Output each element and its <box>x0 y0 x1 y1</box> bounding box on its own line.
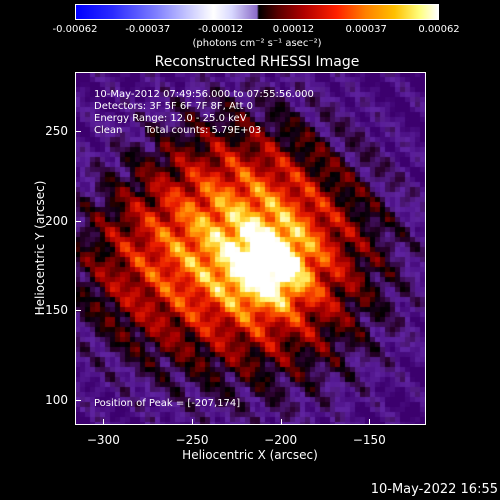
y-tick-label: 100 <box>45 392 68 407</box>
y-tick-label: 200 <box>45 213 68 228</box>
colorbar-tick-label: 0.00012 <box>272 24 315 35</box>
footer-timestamp: 10-May-2022 16:55 <box>370 482 498 497</box>
chart-title: Reconstructed RHESSI Image <box>154 54 360 70</box>
colorbar-tick-label: -0.00037 <box>125 24 171 35</box>
x-tick-label: −300 <box>86 433 120 447</box>
plot-frame <box>75 72 426 425</box>
y-tick-mark <box>75 131 81 133</box>
colorbar-tick-label: 0.00037 <box>345 24 387 35</box>
x-axis-label: Heliocentric X (arcsec) <box>182 448 318 462</box>
x-tick-label: −200 <box>264 433 298 447</box>
x-tick-mark <box>192 419 193 425</box>
y-tick-label: 250 <box>45 124 68 139</box>
y-tick-label: 150 <box>45 303 68 318</box>
y-tick-mark <box>75 310 81 312</box>
x-tick-mark <box>280 419 282 425</box>
colorbar-tick-label: 0.00062 <box>418 24 460 35</box>
x-tick-mark <box>103 419 105 425</box>
detectors-label: Detectors: 3F 5F 6F 7F 8F, Att 0 <box>94 101 254 112</box>
y-tick-mark <box>75 399 81 401</box>
colorbar-unit: (photons cm⁻² s⁻¹ asec⁻²) <box>192 38 322 49</box>
energy-range-label: Energy Range: 12.0 - 25.0 keV <box>94 113 247 124</box>
x-tick-label: −250 <box>175 433 209 447</box>
colorbar <box>75 4 439 20</box>
method-label: Clean <box>94 125 123 136</box>
y-tick-mark <box>75 220 81 222</box>
time-range-label: 10-May-2012 07:49:56.000 to 07:55:56.000 <box>94 89 314 100</box>
colorbar-tick-label: -0.00062 <box>52 24 98 35</box>
heatmap-image <box>75 72 426 425</box>
x-tick-label: −150 <box>352 433 386 447</box>
x-tick-mark <box>369 419 371 425</box>
total-counts-label: Total counts: 5.79E+03 <box>145 125 262 136</box>
colorbar-tick-label: -0.00012 <box>198 24 244 35</box>
y-axis-label: Heliocentric Y (arcsec) <box>33 180 47 316</box>
peak-position-label: Position of Peak = [-207,174] <box>94 398 241 409</box>
